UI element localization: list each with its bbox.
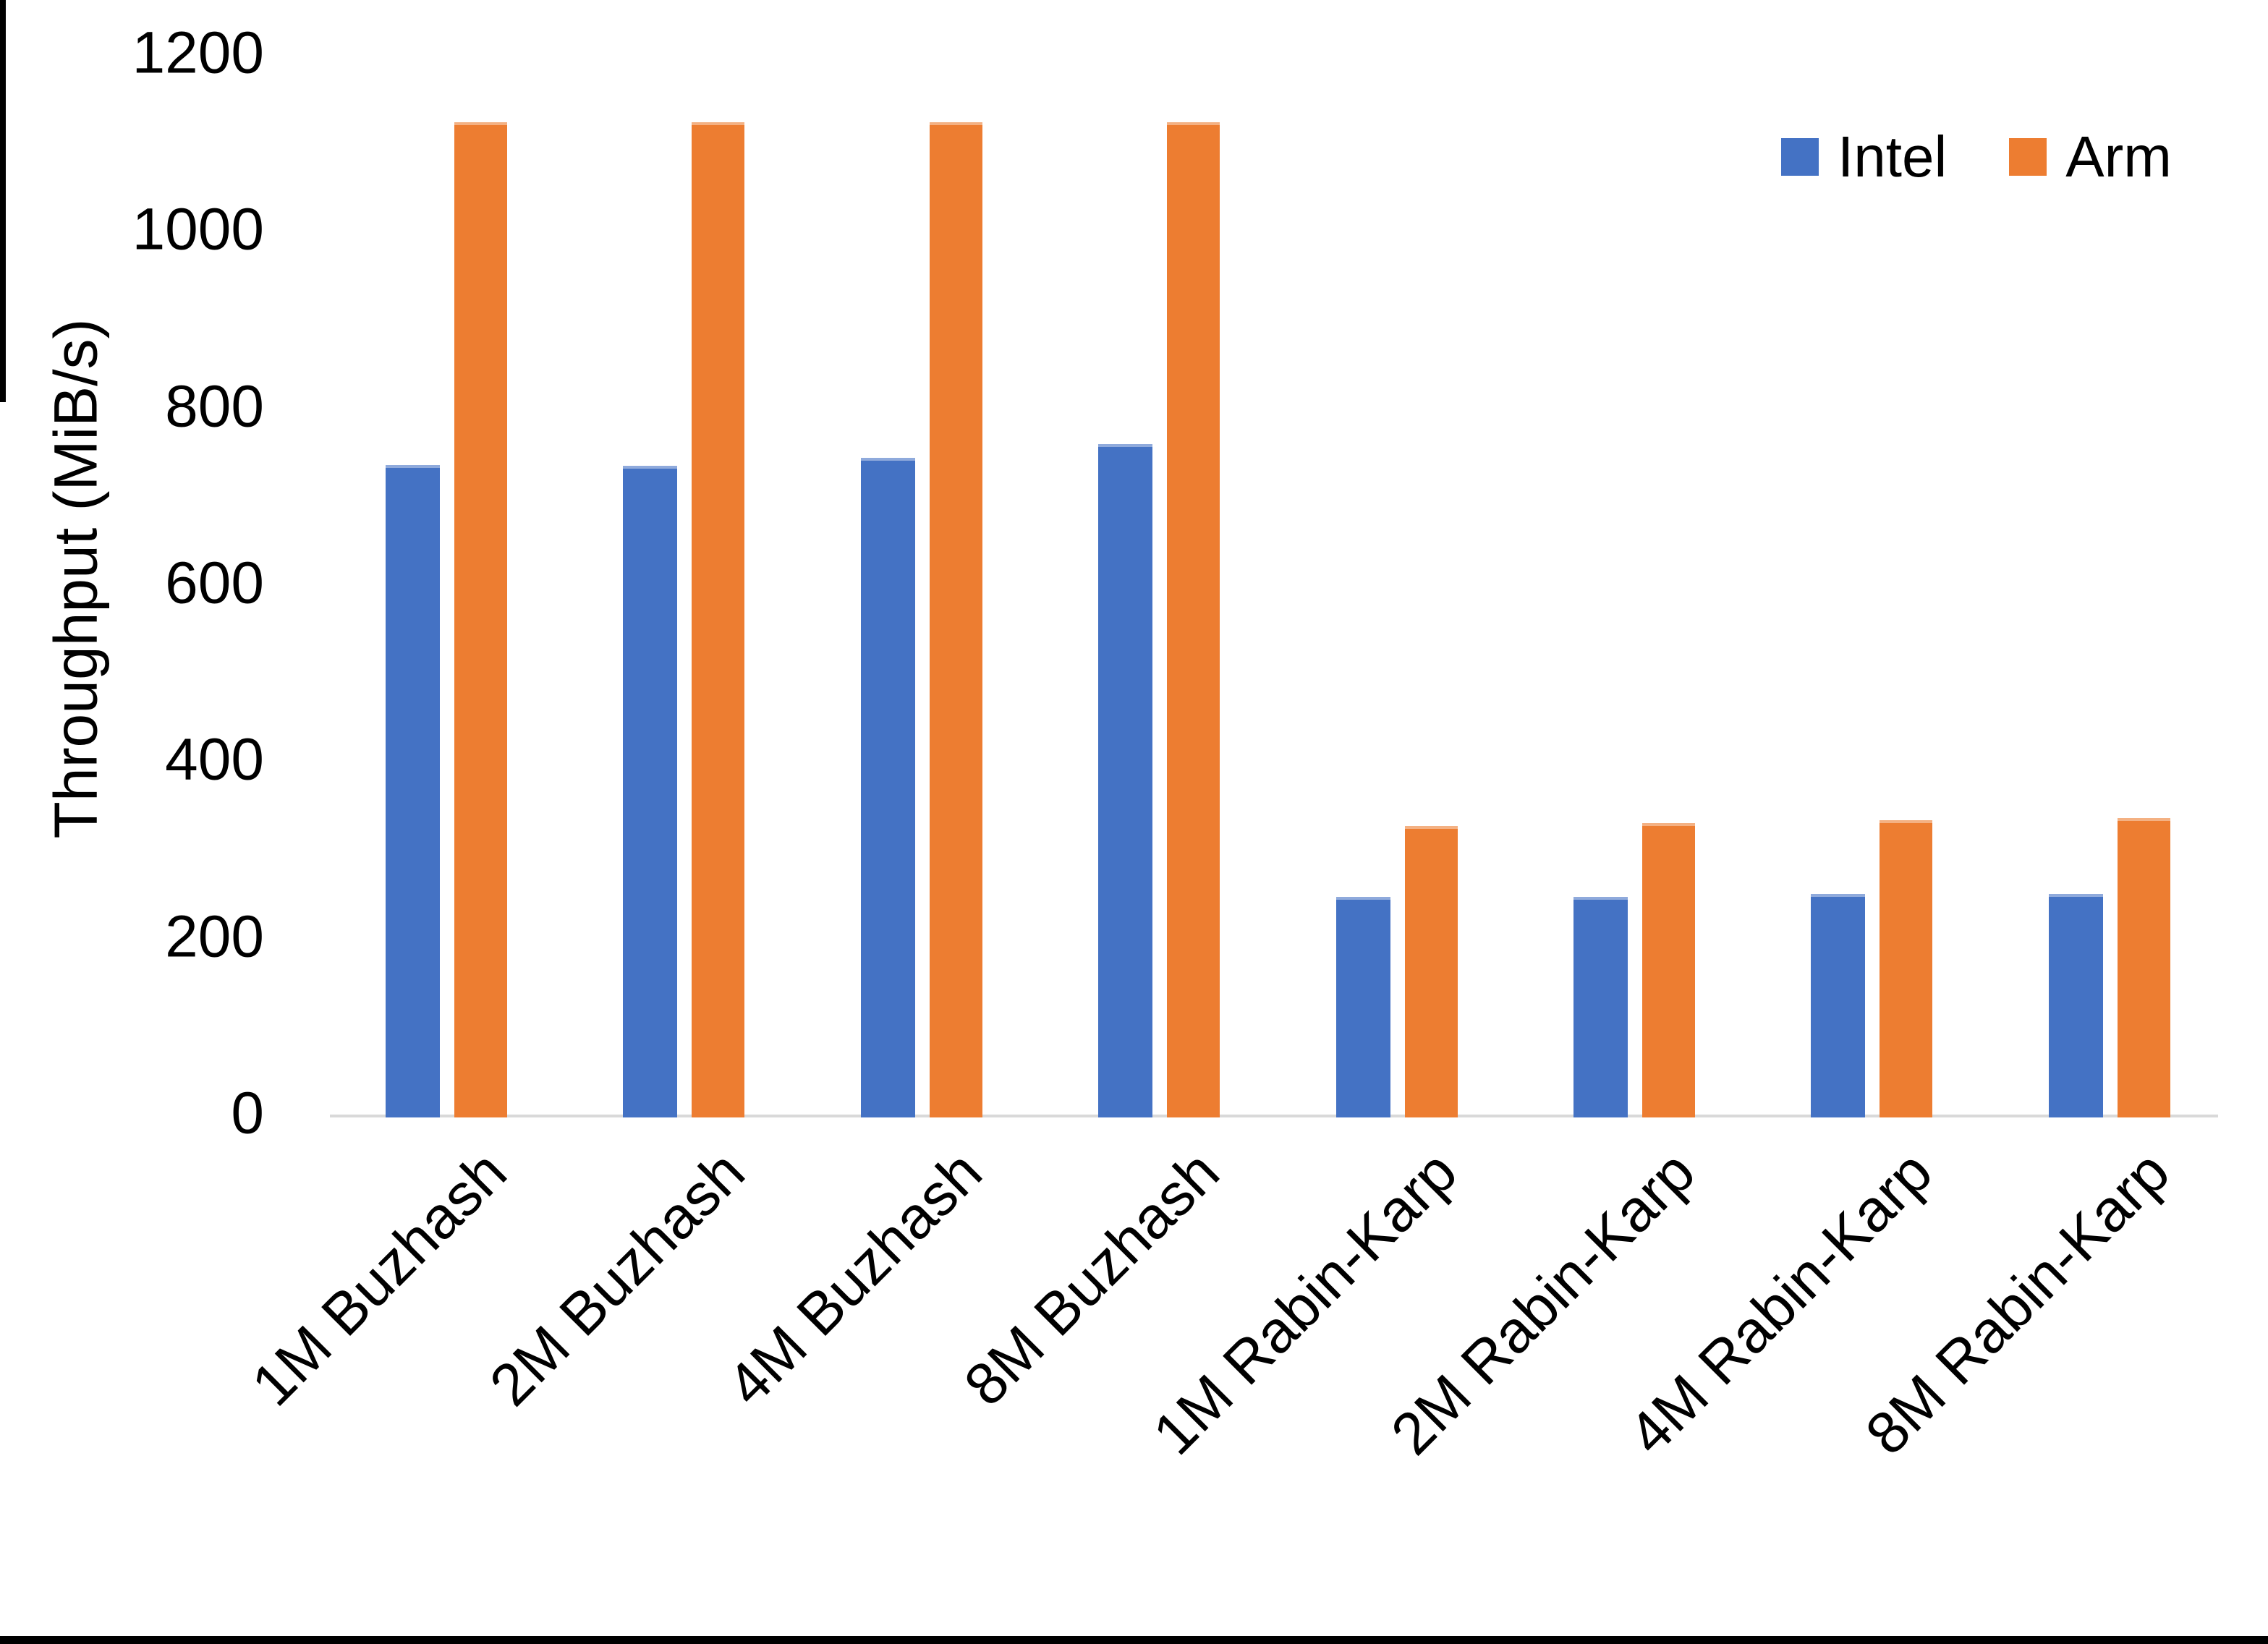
- bar-arm-8m-rabin-karp: [2117, 817, 2170, 1117]
- y-tick-label: 1000: [132, 196, 264, 263]
- bar-arm-4m-buzhash: [929, 122, 982, 1117]
- bar-intel-4m-rabin-karp: [1811, 893, 1866, 1117]
- arm-series-swatch: [2009, 138, 2047, 176]
- bar-arm-2m-rabin-karp: [1642, 822, 1695, 1117]
- window-edge-bottom: [0, 1636, 2268, 1644]
- y-tick-label: 0: [231, 1080, 264, 1146]
- legend-label-arm: Arm: [2065, 124, 2172, 189]
- y-tick-label: 1200: [132, 20, 264, 86]
- bar-arm-2m-buzhash: [692, 122, 745, 1117]
- bar-intel-4m-buzhash: [860, 458, 915, 1117]
- y-tick-label: 200: [165, 903, 264, 970]
- bar-arm-8m-buzhash: [1167, 122, 1220, 1117]
- bar-intel-1m-rabin-karp: [1335, 897, 1390, 1117]
- legend-item-arm: Arm: [2009, 128, 2172, 186]
- legend: Intel Arm: [1781, 128, 2172, 186]
- x-category-label: 1M Buzhash: [239, 1138, 519, 1419]
- legend-item-intel: Intel: [1781, 128, 1947, 186]
- bar-intel-8m-rabin-karp: [2048, 893, 2103, 1117]
- bar-arm-1m-rabin-karp: [1404, 825, 1458, 1117]
- y-tick-label: 800: [165, 373, 264, 440]
- y-tick-label: 400: [165, 726, 264, 793]
- bar-arm-1m-buzhash: [454, 122, 507, 1117]
- x-category-label: 2M Buzhash: [477, 1138, 757, 1419]
- window-edge-left: [0, 0, 6, 402]
- y-tick-label: 600: [165, 550, 264, 616]
- bar-intel-8m-buzhash: [1098, 443, 1153, 1117]
- x-category-label: 4M Buzhash: [714, 1138, 995, 1419]
- bar-intel-1m-buzhash: [386, 465, 440, 1117]
- legend-label-intel: Intel: [1838, 124, 1948, 189]
- x-axis-line: [330, 1115, 2218, 1117]
- bar-intel-2m-buzhash: [623, 466, 678, 1117]
- bar-intel-2m-rabin-karp: [1573, 897, 1628, 1117]
- bar-arm-4m-rabin-karp: [1880, 820, 1933, 1117]
- intel-series-swatch: [1781, 138, 1819, 176]
